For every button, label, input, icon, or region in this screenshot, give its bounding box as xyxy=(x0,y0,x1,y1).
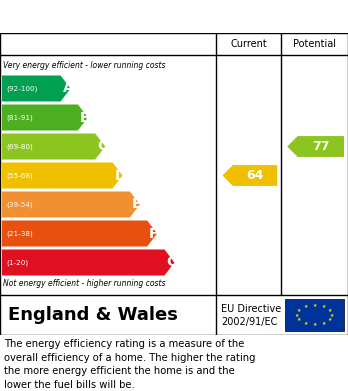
Text: ★: ★ xyxy=(297,317,301,322)
Text: G: G xyxy=(166,255,178,269)
Text: F: F xyxy=(149,226,159,240)
Text: Energy Efficiency Rating: Energy Efficiency Rating xyxy=(9,9,230,24)
Text: ★: ★ xyxy=(303,304,308,309)
Text: B: B xyxy=(80,111,90,124)
Polygon shape xyxy=(2,163,122,188)
Text: D: D xyxy=(114,169,126,183)
Text: ★: ★ xyxy=(295,312,299,317)
Text: ★: ★ xyxy=(321,304,326,309)
Text: 64: 64 xyxy=(246,169,264,182)
Text: (81-91): (81-91) xyxy=(6,114,33,121)
Polygon shape xyxy=(222,165,277,186)
Text: (39-54): (39-54) xyxy=(6,201,33,208)
Text: ★: ★ xyxy=(321,321,326,326)
Polygon shape xyxy=(2,249,174,276)
Text: ★: ★ xyxy=(313,322,317,327)
Text: Current: Current xyxy=(230,39,267,49)
Text: 77: 77 xyxy=(312,140,330,153)
Text: ★: ★ xyxy=(313,303,317,308)
Polygon shape xyxy=(2,192,140,217)
Text: England & Wales: England & Wales xyxy=(8,306,178,324)
Text: Very energy efficient - lower running costs: Very energy efficient - lower running co… xyxy=(3,61,166,70)
Text: (1-20): (1-20) xyxy=(6,259,28,266)
Text: ★: ★ xyxy=(297,308,301,313)
Polygon shape xyxy=(2,75,71,102)
Text: The energy efficiency rating is a measure of the
overall efficiency of a home. T: The energy efficiency rating is a measur… xyxy=(4,339,255,390)
Text: 2002/91/EC: 2002/91/EC xyxy=(221,317,278,327)
Text: EU Directive: EU Directive xyxy=(221,304,282,314)
Text: ★: ★ xyxy=(330,312,334,317)
Text: E: E xyxy=(132,197,141,212)
Text: ★: ★ xyxy=(328,308,332,313)
Polygon shape xyxy=(2,133,105,160)
Text: ★: ★ xyxy=(328,317,332,322)
Polygon shape xyxy=(2,221,157,246)
Text: A: A xyxy=(63,81,73,95)
Text: (92-100): (92-100) xyxy=(6,85,37,92)
Text: (21-38): (21-38) xyxy=(6,230,33,237)
Text: (69-80): (69-80) xyxy=(6,143,33,150)
Text: Potential: Potential xyxy=(293,39,336,49)
Polygon shape xyxy=(287,136,344,157)
Text: (55-68): (55-68) xyxy=(6,172,33,179)
Text: C: C xyxy=(97,140,108,154)
Bar xyxy=(285,299,344,331)
Polygon shape xyxy=(2,104,88,131)
Text: Not energy efficient - higher running costs: Not energy efficient - higher running co… xyxy=(3,280,166,289)
Text: ★: ★ xyxy=(303,321,308,326)
